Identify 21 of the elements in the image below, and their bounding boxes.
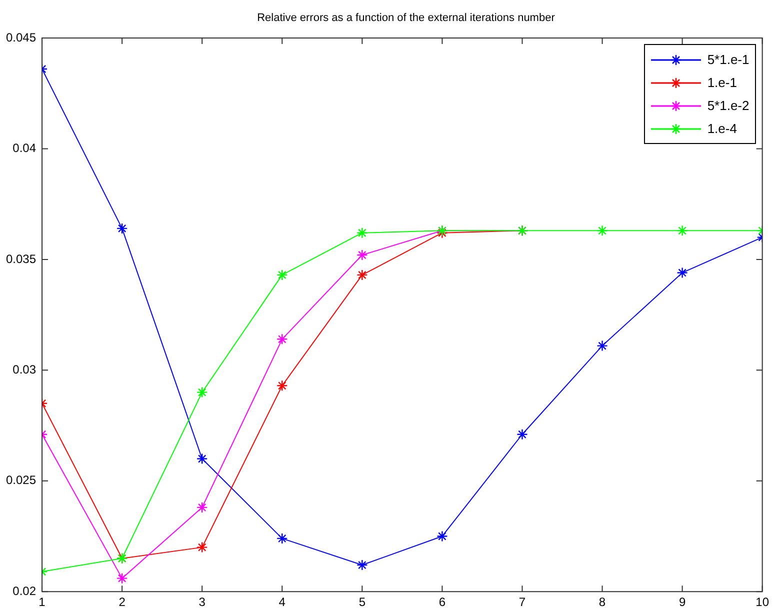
legend-label: 5*1.e-1 xyxy=(707,52,750,67)
legend-label: 1.e-4 xyxy=(707,121,737,136)
x-tick-label: 7 xyxy=(518,595,526,610)
x-tick-label: 6 xyxy=(438,595,446,610)
x-tick-label: 10 xyxy=(756,595,770,610)
x-tick-label: 1 xyxy=(38,595,46,610)
x-tick-label: 4 xyxy=(278,595,286,610)
x-tick-label: 5 xyxy=(358,595,366,610)
x-tick-label: 8 xyxy=(598,595,606,610)
legend-label: 5*1.e-2 xyxy=(707,98,750,113)
y-tick-label: 0.03 xyxy=(12,362,36,376)
chart-title: Relative errors as a function of the external iterations number xyxy=(256,12,556,24)
y-tick-label: 0.045 xyxy=(6,30,36,44)
y-tick-label: 0.02 xyxy=(12,584,36,598)
x-tick-label: 2 xyxy=(118,595,126,610)
y-tick-label: 0.025 xyxy=(6,473,36,488)
y-tick-label: 0.04 xyxy=(12,141,36,156)
x-tick-label: 9 xyxy=(678,595,686,610)
legend-label: 1.e-1 xyxy=(707,75,737,90)
y-tick-label: 0.035 xyxy=(6,252,36,266)
x-tick-label: 3 xyxy=(198,595,206,610)
